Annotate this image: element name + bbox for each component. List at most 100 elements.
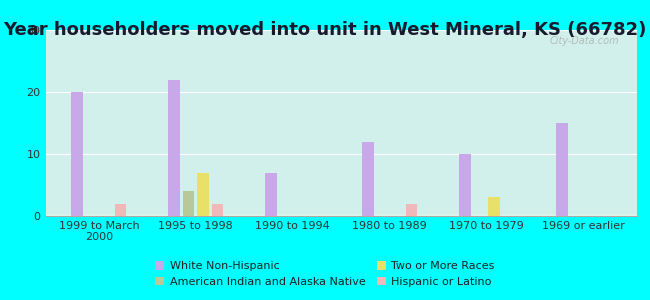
- Bar: [46, 134, 637, 215]
- Bar: [46, 93, 637, 215]
- Bar: [46, 168, 637, 215]
- Bar: [46, 119, 637, 215]
- Bar: [46, 196, 637, 216]
- Bar: [46, 52, 637, 214]
- Bar: [46, 110, 637, 215]
- Bar: [46, 86, 637, 215]
- Bar: [46, 82, 637, 215]
- Bar: [197, 172, 209, 216]
- Bar: [46, 149, 637, 215]
- Bar: [46, 73, 637, 214]
- Bar: [46, 64, 637, 214]
- Bar: [46, 58, 637, 214]
- Bar: [46, 123, 637, 215]
- Bar: [46, 104, 637, 215]
- Bar: [46, 151, 637, 215]
- Bar: [46, 97, 637, 215]
- Bar: [46, 127, 637, 215]
- Bar: [46, 130, 637, 215]
- Bar: [46, 173, 637, 216]
- Bar: [46, 197, 637, 216]
- Bar: [46, 121, 637, 215]
- Bar: [46, 41, 637, 214]
- Bar: [46, 169, 637, 216]
- Bar: [46, 136, 637, 215]
- Bar: [46, 38, 637, 214]
- Bar: [46, 60, 637, 214]
- Bar: [46, 214, 637, 216]
- Bar: [46, 43, 637, 214]
- Bar: [46, 190, 637, 216]
- Bar: [46, 99, 637, 215]
- Bar: [488, 197, 500, 216]
- Bar: [46, 103, 637, 215]
- Bar: [46, 112, 637, 215]
- Bar: [46, 117, 637, 215]
- Bar: [46, 75, 637, 214]
- Bar: [46, 95, 637, 215]
- Bar: [46, 153, 637, 215]
- Bar: [46, 203, 637, 216]
- Bar: [46, 164, 637, 215]
- Bar: [46, 69, 637, 214]
- Bar: [46, 49, 637, 214]
- Bar: [46, 67, 637, 214]
- Bar: [46, 125, 637, 215]
- Bar: [46, 76, 637, 214]
- Bar: [46, 36, 637, 214]
- Bar: [46, 56, 637, 214]
- Bar: [459, 154, 471, 216]
- Bar: [46, 114, 637, 215]
- Bar: [556, 123, 567, 216]
- Bar: [46, 158, 637, 215]
- Bar: [46, 162, 637, 215]
- Bar: [46, 45, 637, 214]
- Bar: [46, 116, 637, 215]
- Bar: [46, 88, 637, 215]
- Bar: [72, 92, 83, 216]
- Bar: [46, 160, 637, 215]
- Bar: [46, 39, 637, 214]
- Bar: [46, 177, 637, 216]
- Bar: [46, 142, 637, 215]
- Bar: [46, 188, 637, 216]
- Bar: [46, 208, 637, 216]
- Bar: [46, 92, 637, 215]
- Bar: [265, 172, 277, 216]
- Bar: [46, 132, 637, 215]
- Bar: [46, 138, 637, 215]
- Bar: [183, 191, 194, 216]
- Bar: [46, 80, 637, 215]
- Bar: [46, 182, 637, 216]
- Bar: [46, 212, 637, 216]
- Bar: [46, 201, 637, 216]
- Bar: [46, 154, 637, 215]
- Bar: [46, 186, 637, 216]
- Bar: [46, 147, 637, 215]
- Bar: [46, 30, 637, 214]
- Legend: White Non-Hispanic, American Indian and Alaska Native, Two or More Races, Hispan: White Non-Hispanic, American Indian and …: [151, 257, 499, 291]
- Bar: [46, 61, 637, 214]
- Bar: [46, 108, 637, 215]
- Bar: [46, 71, 637, 214]
- Bar: [46, 166, 637, 215]
- Bar: [46, 210, 637, 216]
- Bar: [46, 194, 637, 216]
- Bar: [46, 78, 637, 214]
- Text: Year householders moved into unit in West Mineral, KS (66782): Year householders moved into unit in Wes…: [3, 21, 647, 39]
- Bar: [46, 32, 637, 214]
- Bar: [406, 204, 417, 216]
- Bar: [115, 204, 127, 216]
- Bar: [46, 184, 637, 216]
- Bar: [46, 175, 637, 216]
- Bar: [212, 204, 224, 216]
- Bar: [46, 89, 637, 215]
- Bar: [46, 145, 637, 215]
- Bar: [46, 34, 637, 214]
- Bar: [46, 181, 637, 216]
- Bar: [46, 192, 637, 216]
- Bar: [46, 129, 637, 215]
- Bar: [46, 207, 637, 216]
- Bar: [46, 47, 637, 214]
- Bar: [46, 171, 637, 216]
